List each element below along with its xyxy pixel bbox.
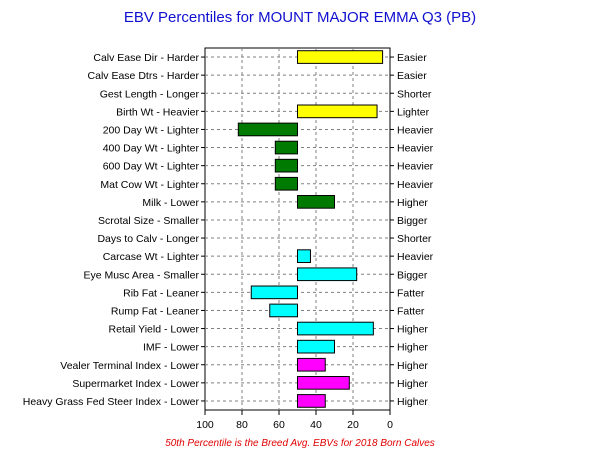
left-category-label: Rump Fat - Leaner — [111, 305, 200, 317]
right-category-label: Higher — [397, 324, 428, 336]
right-category-label: Higher — [397, 360, 428, 372]
right-category-label: Higher — [397, 342, 428, 354]
bar — [250, 285, 298, 300]
x-tick-label: 20 — [347, 419, 359, 431]
bar — [297, 50, 384, 64]
right-category-label: Lighter — [397, 106, 430, 118]
x-tick-label: 60 — [273, 419, 285, 431]
right-category-label: Fatter — [397, 305, 425, 317]
right-category-label: Heavier — [397, 124, 434, 136]
right-category-label: Heavier — [397, 179, 434, 191]
bar — [297, 249, 311, 263]
right-category-label: Heavier — [397, 251, 434, 263]
right-category-label: Higher — [397, 378, 428, 390]
right-category-labels: Easier Easier Shorter Lighter Heavier Heavier… — [397, 52, 434, 408]
left-category-label: Supermarket Index - Lower — [72, 378, 199, 390]
bar — [237, 122, 299, 137]
left-category-label: Rib Fat - Leaner — [123, 287, 199, 299]
bar — [274, 158, 298, 173]
bar — [297, 357, 326, 372]
bar — [297, 376, 350, 390]
left-category-label: 600 Day Wt - Lighter — [103, 161, 200, 173]
chart-footnote: 50th Percentile is the Breed Avg. EBVs f… — [165, 438, 435, 449]
left-category-label: Gest Length - Longer — [100, 88, 200, 100]
right-category-label: Easier — [397, 52, 427, 64]
right-category-label: Easier — [397, 70, 427, 82]
bar — [274, 140, 298, 155]
x-axis-ticks: 100 80 60 40 20 0 — [196, 410, 393, 431]
right-category-label: Shorter — [397, 88, 432, 100]
left-category-label: Retail Yield - Lower — [109, 324, 200, 336]
right-category-label: Bigger — [397, 215, 428, 227]
right-category-label: Higher — [397, 396, 428, 408]
right-category-label: Higher — [397, 197, 428, 209]
left-category-label: Eye Musc Area - Smaller — [83, 269, 199, 281]
right-category-label: Bigger — [397, 269, 428, 281]
left-category-label: Days to Calv - Longer — [97, 233, 199, 245]
x-tick-label: 0 — [387, 419, 393, 431]
left-category-label: IMF - Lower — [143, 342, 200, 354]
bar — [297, 267, 358, 282]
left-category-label: 400 Day Wt - Lighter — [103, 143, 200, 155]
left-category-label: Milk - Lower — [142, 197, 199, 209]
bar — [274, 176, 298, 191]
left-category-label: Scrotal Size - Smaller — [98, 215, 199, 227]
bar — [297, 104, 378, 119]
left-category-label: Calv Ease Dtrs - Harder — [88, 70, 200, 82]
right-category-label: Fatter — [397, 287, 425, 299]
left-category-label: Mat Cow Wt - Lighter — [100, 179, 199, 191]
plot-area — [204, 47, 391, 411]
left-category-label: 200 Day Wt - Lighter — [103, 124, 200, 136]
x-tick-label: 40 — [310, 419, 322, 431]
right-category-label: Shorter — [397, 233, 432, 245]
right-category-label: Heavier — [397, 143, 434, 155]
bar — [297, 339, 335, 354]
bar — [269, 303, 298, 318]
left-category-label: Calv Ease Dir - Harder — [93, 52, 199, 64]
bar — [297, 321, 374, 336]
bars — [237, 50, 384, 408]
x-tick-label: 100 — [196, 419, 214, 431]
bar — [297, 394, 326, 408]
left-category-label: Carcase Wt - Lighter — [103, 251, 200, 263]
left-category-label: Vealer Terminal Index - Lower — [60, 360, 199, 372]
left-category-label: Birth Wt - Heavier — [116, 106, 199, 118]
bar — [297, 195, 335, 209]
left-category-label: Heavy Grass Fed Steer Index - Lower — [23, 396, 200, 408]
chart-title: EBV Percentiles for MOUNT MAJOR EMMA Q3 … — [124, 9, 476, 26]
x-tick-label: 80 — [236, 419, 248, 431]
right-category-label: Heavier — [397, 161, 434, 173]
left-category-labels: Calv Ease Dir - Harder Calv Ease Dtrs - H… — [23, 52, 200, 408]
